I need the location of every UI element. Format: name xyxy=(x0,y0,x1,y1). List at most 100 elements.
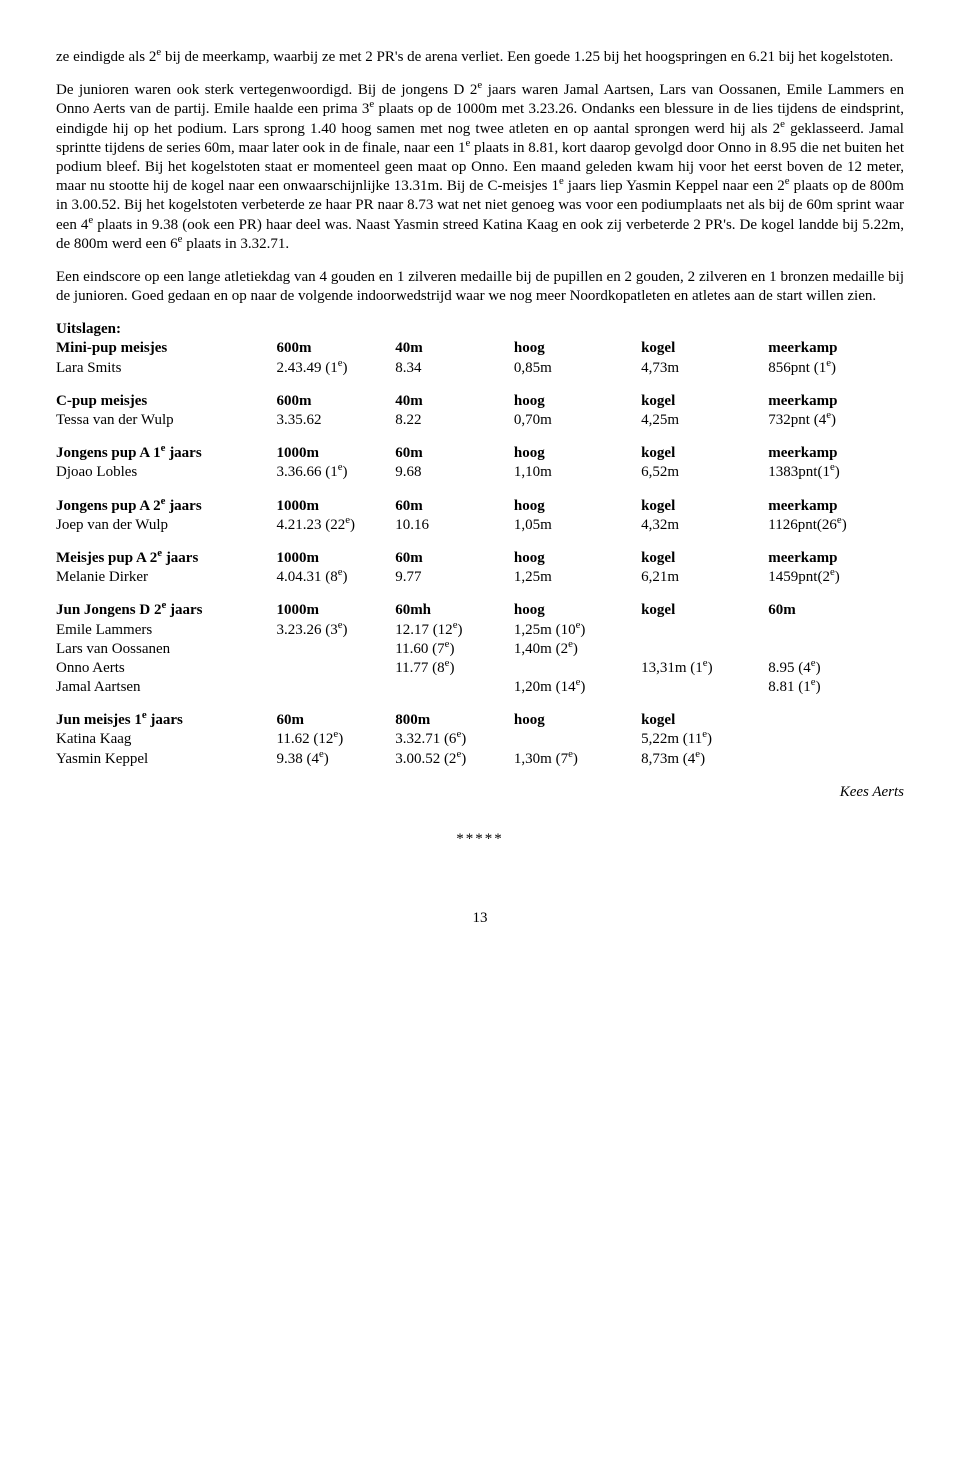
page-number: 13 xyxy=(56,909,904,928)
cell: Djoao Lobles xyxy=(56,463,276,482)
table-row: Lara Smits2.43.49 (1e)8.340,85m4,73m856p… xyxy=(56,359,904,378)
table-row: Melanie Dirker4.04.31 (8e)9.771,25m6,21m… xyxy=(56,568,904,587)
text: bij de meerkamp, waarbij ze met 2 PR's d… xyxy=(161,49,893,65)
hdr: Meisjes pup A 2e jaars xyxy=(56,549,276,568)
paragraph-2: De junioren waren ook sterk vertegenwoor… xyxy=(56,81,904,254)
text: De junioren waren ook sterk vertegenwoor… xyxy=(56,82,477,98)
hdr: 600m xyxy=(276,392,395,411)
cell: 1,10m xyxy=(514,463,641,482)
text: jaars liep Yasmin Keppel naar een 2 xyxy=(564,178,785,194)
cell: ) xyxy=(461,731,466,747)
cell: 9.68 xyxy=(395,463,514,482)
text: plaats in 3.32.71. xyxy=(182,236,289,252)
cell: 5,22m (11 xyxy=(641,731,702,747)
hdr: kogel xyxy=(641,444,768,463)
cell: ) xyxy=(816,679,821,695)
cell: 6,52m xyxy=(641,463,768,482)
hdr: 60m xyxy=(395,549,514,568)
cell: 8.22 xyxy=(395,411,514,430)
results-table: Mini-pup meisjes600m40mhoogkogelmeerkamp… xyxy=(56,339,904,377)
hdr: hoog xyxy=(514,711,641,730)
results-jun-meisjes: Jun meisjes 1e jaars 60m 800m hoog kogel… xyxy=(56,711,904,769)
hdr: kogel xyxy=(641,549,768,568)
paragraph-1: ze eindigde als 2e bij de meerkamp, waar… xyxy=(56,48,904,67)
cell: ) xyxy=(449,641,454,657)
results-jun-jongens-d: Jun Jongens D 2e jaars 1000m 60mh hoog k… xyxy=(56,601,904,697)
cell: ) xyxy=(457,622,462,638)
cell: 2.43.49 (1e) xyxy=(276,359,395,378)
cell: 11.62 (12 xyxy=(276,731,333,747)
cell: ) xyxy=(708,660,713,676)
cell: ) xyxy=(338,731,343,747)
hdr: meerkamp xyxy=(768,549,904,568)
cell: 856pnt (1e) xyxy=(768,359,904,378)
cell: 1383pnt(1e) xyxy=(768,463,904,482)
cell: 9.38 (4 xyxy=(276,751,319,767)
hdr: Jongens pup A 1e jaars xyxy=(56,444,276,463)
cell: Emile Lammers xyxy=(56,621,276,640)
cell: 1,20m (14 xyxy=(514,679,576,695)
hdr: hoog xyxy=(514,497,641,516)
cell: 8.34 xyxy=(395,359,514,378)
cell: 0,85m xyxy=(514,359,641,378)
hdr: 1000m xyxy=(276,444,395,463)
cell: 6,21m xyxy=(641,568,768,587)
cell: 1459pnt(2e) xyxy=(768,568,904,587)
cell: 8,73m (4 xyxy=(641,751,695,767)
hdr: Mini-pup meisjes xyxy=(56,339,276,358)
cell: 12.17 (12 xyxy=(395,622,453,638)
cell: Tessa van der Wulp xyxy=(56,411,276,430)
hdr: Jongens pup A 2e jaars xyxy=(56,497,276,516)
cell: 8.81 (1 xyxy=(768,679,811,695)
hdr: Jun meisjes 1 xyxy=(56,712,142,728)
results-table: Jongens pup A 1e jaars1000m60mhoogkogelm… xyxy=(56,444,904,482)
hdr: kogel xyxy=(641,392,768,411)
cell: Yasmin Keppel xyxy=(56,750,276,769)
cell: 3.32.71 (6 xyxy=(395,731,456,747)
hdr: 40m xyxy=(395,339,514,358)
table-row: Joep van der Wulp4.21.23 (22e)10.161,05m… xyxy=(56,516,904,535)
cell: Katina Kaag xyxy=(56,730,276,749)
cell: 10.16 xyxy=(395,516,514,535)
hdr: kogel xyxy=(641,339,768,358)
hdr: jaars xyxy=(166,602,202,618)
cell: 1126pnt(26e) xyxy=(768,516,904,535)
table-row: Onno Aerts 11.77 (8e) 13,31m (1e) 8.95 (… xyxy=(56,659,904,678)
cell: 9.77 xyxy=(395,568,514,587)
hdr: 60m xyxy=(395,497,514,516)
cell: ) xyxy=(324,751,329,767)
cell: 1,25m (10 xyxy=(514,622,576,638)
hdr: 600m xyxy=(276,339,395,358)
results-table: Jongens pup A 2e jaars1000m60mhoogkogelm… xyxy=(56,497,904,535)
cell: 1,40m (2 xyxy=(514,641,568,657)
hdr: 1000m xyxy=(276,549,395,568)
cell: 1,05m xyxy=(514,516,641,535)
cell: 1,25m xyxy=(514,568,641,587)
results-table: C-pup meisjes600m40mhoogkogelmeerkampTes… xyxy=(56,392,904,430)
cell: 1,30m (7 xyxy=(514,751,568,767)
hdr: 60m xyxy=(395,444,514,463)
cell: 3.36.66 (1e) xyxy=(276,463,395,482)
cell: 11.77 (8 xyxy=(395,660,444,676)
section-divider: ***** xyxy=(56,830,904,849)
hdr: hoog xyxy=(514,392,641,411)
hdr: meerkamp xyxy=(768,444,904,463)
cell: Joep van der Wulp xyxy=(56,516,276,535)
hdr: meerkamp xyxy=(768,392,904,411)
uitslagen-label: Uitslagen: xyxy=(56,320,904,339)
hdr: jaars xyxy=(147,712,183,728)
table-row: Lars van Oossanen 11.60 (7e) 1,40m (2e) xyxy=(56,640,904,659)
text: ze eindigde als 2 xyxy=(56,49,156,65)
cell: ) xyxy=(580,622,585,638)
table-row: Emile Lammers 3.23.26 (3e) 12.17 (12e) 1… xyxy=(56,621,904,640)
cell: ) xyxy=(573,751,578,767)
hdr: kogel xyxy=(641,601,768,620)
cell: 3.23.26 (3 xyxy=(276,622,337,638)
hdr: 60m xyxy=(768,601,904,620)
cell: 11.60 (7 xyxy=(395,641,444,657)
cell: Melanie Dirker xyxy=(56,568,276,587)
cell: 4.21.23 (22e) xyxy=(276,516,395,535)
cell: ) xyxy=(573,641,578,657)
cell: 4.04.31 (8e) xyxy=(276,568,395,587)
paragraph-3: Een eindscore op een lange atletiekdag v… xyxy=(56,268,904,306)
